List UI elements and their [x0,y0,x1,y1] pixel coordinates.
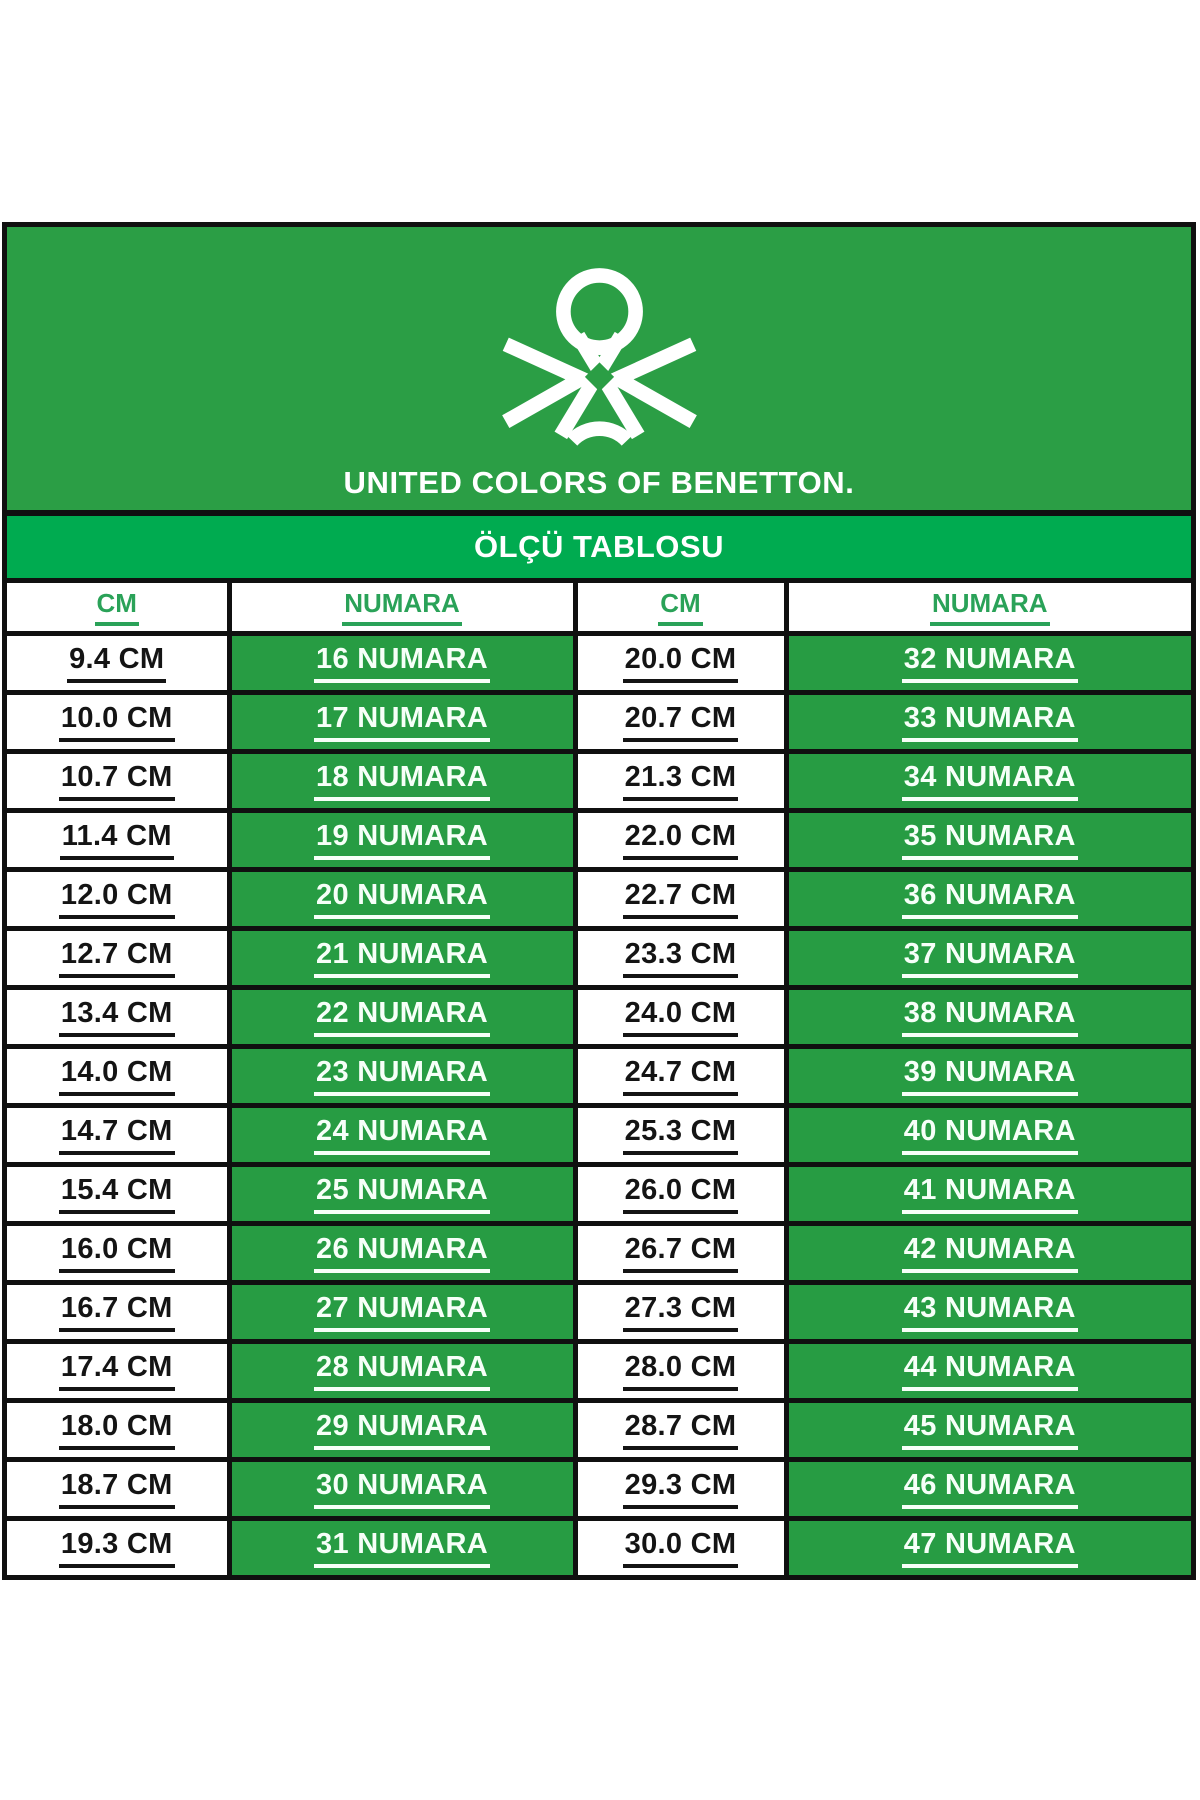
numara-cell: 28 NUMARA [226,1339,578,1403]
numara-cell: 29 NUMARA [226,1398,578,1462]
numara-cell: 27 NUMARA [226,1280,578,1344]
numara-cell: 47 NUMARA [783,1516,1194,1578]
numara-cell: 17 NUMARA [226,690,578,754]
table-title-banner: ÖLÇÜ TABLOSU [7,510,1191,583]
cm-cell: 26.0 CM [572,1162,789,1226]
cm-cell: 14.7 CM [4,1103,232,1167]
cm-cell: 24.0 CM [572,985,789,1049]
size-chart: UNITED COLORS OF BENETTON. ÖLÇÜ TABLOSU … [2,222,1196,1580]
numara-cell: 30 NUMARA [226,1457,578,1521]
cm-cell: 25.3 CM [572,1103,789,1167]
cm-cell: 10.0 CM [4,690,232,754]
numara-cell: 18 NUMARA [226,749,578,813]
cm-cell: 12.7 CM [4,926,232,990]
table-row: 16.0 CM 26 NUMARA 26.7 CM 42 NUMARA [4,1221,1194,1285]
numara-cell: 33 NUMARA [783,690,1194,754]
cm-cell: 27.3 CM [572,1280,789,1344]
table-row: 13.4 CM 22 NUMARA 24.0 CM 38 NUMARA [4,985,1194,1049]
numara-cell: 42 NUMARA [783,1221,1194,1285]
benetton-knot-icon [501,268,697,446]
numara-cell: 16 NUMARA [226,631,578,695]
numara-cell: 35 NUMARA [783,808,1194,872]
cm-cell: 18.7 CM [4,1457,232,1521]
table-row: 10.0 CM 17 NUMARA 20.7 CM 33 NUMARA [4,690,1194,754]
table-row: 12.0 CM 20 NUMARA 22.7 CM 36 NUMARA [4,867,1194,931]
numara-cell: 23 NUMARA [226,1044,578,1108]
table-row: 12.7 CM 21 NUMARA 23.3 CM 37 NUMARA [4,926,1194,990]
table-row: 15.4 CM 25 NUMARA 26.0 CM 41 NUMARA [4,1162,1194,1226]
size-table: CM NUMARA CM NUMARA 9.4 CM 16 NUMARA 20.… [4,580,1194,1578]
column-header-cm-left: CM [4,580,232,636]
numara-cell: 34 NUMARA [783,749,1194,813]
cm-cell: 18.0 CM [4,1398,232,1462]
cm-cell: 12.0 CM [4,867,232,931]
numara-cell: 37 NUMARA [783,926,1194,990]
cm-cell: 30.0 CM [572,1516,789,1578]
table-row: 11.4 CM 19 NUMARA 22.0 CM 35 NUMARA [4,808,1194,872]
numara-cell: 40 NUMARA [783,1103,1194,1167]
numara-cell: 19 NUMARA [226,808,578,872]
numara-cell: 24 NUMARA [226,1103,578,1167]
cm-cell: 24.7 CM [572,1044,789,1108]
cm-cell: 20.0 CM [572,631,789,695]
table-row: 14.0 CM 23 NUMARA 24.7 CM 39 NUMARA [4,1044,1194,1108]
numara-cell: 22 NUMARA [226,985,578,1049]
cm-cell: 28.7 CM [572,1398,789,1462]
numara-cell: 36 NUMARA [783,867,1194,931]
numara-cell: 39 NUMARA [783,1044,1194,1108]
table-row: 9.4 CM 16 NUMARA 20.0 CM 32 NUMARA [4,631,1194,695]
cm-cell: 10.7 CM [4,749,232,813]
numara-cell: 41 NUMARA [783,1162,1194,1226]
cm-cell: 23.3 CM [572,926,789,990]
numara-cell: 20 NUMARA [226,867,578,931]
numara-cell: 44 NUMARA [783,1339,1194,1403]
numara-cell: 43 NUMARA [783,1280,1194,1344]
cm-cell: 19.3 CM [4,1516,232,1578]
brand-wordmark: UNITED COLORS OF BENETTON. [343,464,855,500]
table-title: ÖLÇÜ TABLOSU [474,529,724,564]
table-row: 19.3 CM 31 NUMARA 30.0 CM 47 NUMARA [4,1516,1194,1578]
numara-cell: 45 NUMARA [783,1398,1194,1462]
cm-cell: 17.4 CM [4,1339,232,1403]
cm-cell: 15.4 CM [4,1162,232,1226]
cm-cell: 26.7 CM [572,1221,789,1285]
column-header-numara-left: NUMARA [226,580,578,636]
table-row: 14.7 CM 24 NUMARA 25.3 CM 40 NUMARA [4,1103,1194,1167]
numara-cell: 38 NUMARA [783,985,1194,1049]
cm-cell: 16.0 CM [4,1221,232,1285]
cm-cell: 21.3 CM [572,749,789,813]
cm-cell: 29.3 CM [572,1457,789,1521]
table-row: 18.7 CM 30 NUMARA 29.3 CM 46 NUMARA [4,1457,1194,1521]
cm-cell: 13.4 CM [4,985,232,1049]
brand-header: UNITED COLORS OF BENETTON. [7,227,1191,510]
table-row: 16.7 CM 27 NUMARA 27.3 CM 43 NUMARA [4,1280,1194,1344]
numara-cell: 26 NUMARA [226,1221,578,1285]
cm-cell: 22.0 CM [572,808,789,872]
table-row: 18.0 CM 29 NUMARA 28.7 CM 45 NUMARA [4,1398,1194,1462]
numara-cell: 25 NUMARA [226,1162,578,1226]
cm-cell: 20.7 CM [572,690,789,754]
numara-cell: 31 NUMARA [226,1516,578,1578]
cm-cell: 22.7 CM [572,867,789,931]
header-row: CM NUMARA CM NUMARA [4,580,1194,636]
cm-cell: 16.7 CM [4,1280,232,1344]
table-body: 9.4 CM 16 NUMARA 20.0 CM 32 NUMARA 10.0 … [4,631,1194,1578]
table-row: 10.7 CM 18 NUMARA 21.3 CM 34 NUMARA [4,749,1194,813]
cm-cell: 11.4 CM [4,808,232,872]
column-header-numara-right: NUMARA [783,580,1194,636]
numara-cell: 21 NUMARA [226,926,578,990]
numara-cell: 32 NUMARA [783,631,1194,695]
cm-cell: 28.0 CM [572,1339,789,1403]
numara-cell: 46 NUMARA [783,1457,1194,1521]
cm-cell: 9.4 CM [4,631,232,695]
cm-cell: 14.0 CM [4,1044,232,1108]
table-row: 17.4 CM 28 NUMARA 28.0 CM 44 NUMARA [4,1339,1194,1403]
column-header-cm-right: CM [572,580,789,636]
